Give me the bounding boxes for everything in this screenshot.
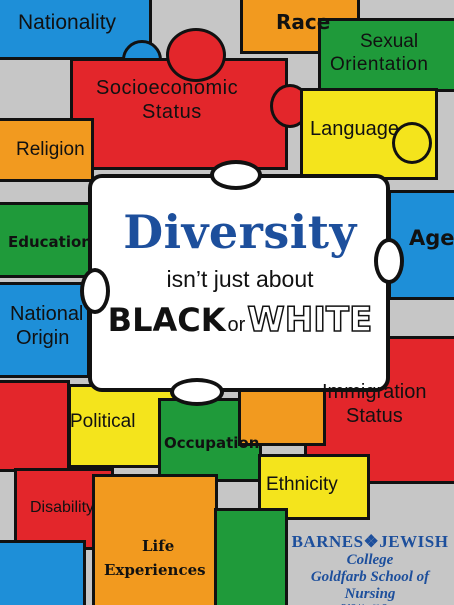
subline: isn’t just about: [166, 266, 314, 292]
label-sexual-orientation-line1: Sexual: [360, 31, 419, 52]
label-education: Education: [8, 233, 92, 251]
label-life-experiences-line2: Experiences: [104, 561, 206, 579]
center-puzzle-knob: [170, 378, 224, 406]
puzzle-piece-orange-filler: [238, 388, 326, 446]
word-or: or: [227, 314, 246, 336]
puzzle-piece-life-experiences: [92, 474, 218, 605]
label-national-origin-line1: National: [10, 303, 84, 325]
label-sexual-orientation-line2: Orientation: [330, 54, 429, 75]
puzzle-piece-red-filler: [0, 380, 70, 472]
label-life-experiences-line1: Life: [142, 537, 175, 555]
barnes-jewish-logo: BARNES❖JEWISH College Goldfarb School of…: [285, 532, 454, 605]
puzzle-knob: [392, 122, 432, 164]
center-puzzle-piece: [88, 174, 390, 392]
label-immigration-line2: Status: [346, 405, 403, 427]
label-nationality: Nationality: [18, 11, 117, 34]
center-puzzle-knob: [374, 238, 404, 284]
word-black: BLACK: [107, 301, 226, 339]
label-national-origin-line2: Origin: [16, 327, 70, 349]
logo-line-2: College: [346, 552, 394, 568]
label-ethnicity: Ethnicity: [266, 474, 338, 495]
label-occupation: Occupation: [164, 434, 260, 452]
label-political: Political: [70, 411, 136, 432]
label-immigration-line1: Immigration: [322, 381, 427, 403]
puzzle-piece-socioeconomic-status: [70, 58, 288, 170]
label-disability: Disability: [30, 499, 95, 516]
label-socioeconomic-line2: Status: [142, 101, 202, 123]
black-or-white-line: BLACK orWHITE: [105, 299, 375, 341]
label-age: Age: [409, 226, 454, 250]
logo-line-1: BARNES❖JEWISH: [291, 532, 449, 551]
puzzle-piece-religion: [0, 118, 94, 182]
puzzle-piece-green-filler: [214, 508, 288, 605]
puzzle-knob: [166, 28, 226, 82]
label-socioeconomic-line1: Socioeconomic: [96, 77, 239, 99]
word-white: WHITE: [247, 299, 374, 341]
headline: Diversity: [123, 205, 357, 259]
label-religion: Religion: [16, 139, 85, 160]
puzzle-piece-blue-filler: [0, 540, 86, 605]
puzzle-piece-nationality: [0, 0, 152, 60]
center-puzzle-knob: [210, 160, 262, 190]
puzzle-piece-sexual-orientation: [318, 18, 454, 92]
label-race: Race: [276, 10, 331, 34]
center-puzzle-knob: [80, 268, 110, 314]
puzzle-piece-national-origin: [0, 282, 90, 378]
logo-line-3: Goldfarb School of Nursing: [310, 569, 430, 602]
logo-line-4: BJC HealthCare: [285, 603, 454, 605]
label-language: Language: [310, 118, 399, 140]
